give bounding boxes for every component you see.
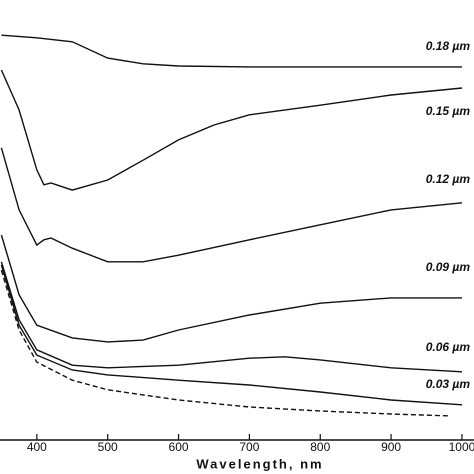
x-tick-label: 600 [169, 440, 189, 454]
series-label: 0.18 µm [426, 39, 471, 53]
x-axis-label: Wavelength, nm [196, 456, 323, 471]
series-line [0, 264, 463, 406]
x-tick-label: 900 [381, 440, 401, 454]
series-line [0, 147, 463, 263]
x-tick-label: 400 [27, 440, 47, 454]
series-label: 0.03 µm [426, 377, 471, 391]
series-line [0, 234, 462, 343]
x-tick-label: 700 [239, 440, 259, 454]
series-label: 0.12 µm [426, 172, 471, 186]
series-label: 0.09 µm [426, 260, 471, 274]
series-line [0, 69, 463, 191]
series-line [1, 34, 462, 68]
x-tick-label: 800 [310, 440, 330, 454]
series-label: 0.15 µm [426, 104, 471, 118]
series-label: 0.06 µm [426, 340, 471, 354]
series-line [0, 261, 463, 373]
series-line [0, 270, 448, 417]
x-tick-label: 500 [98, 440, 118, 454]
x-tick-label: 1000 [449, 440, 474, 454]
